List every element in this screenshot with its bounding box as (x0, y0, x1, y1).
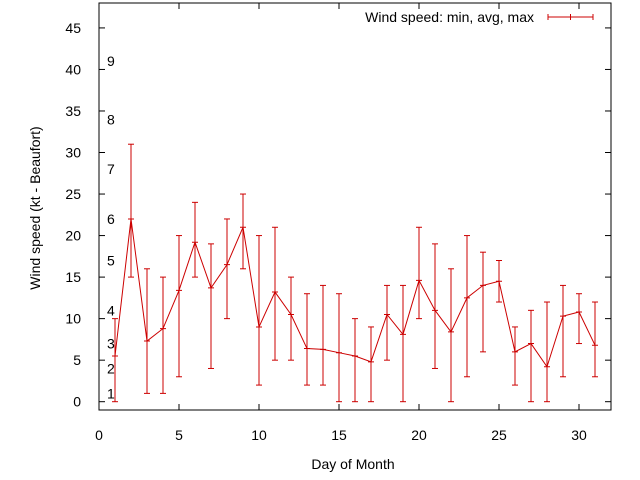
y-tick-label: 30 (65, 145, 81, 161)
beaufort-label: 3 (107, 336, 115, 352)
x-tick-label: 25 (491, 427, 507, 443)
beaufort-label: 2 (107, 360, 115, 376)
beaufort-label: 9 (107, 53, 115, 69)
plot-border (98, 2, 612, 411)
error-bar (544, 301, 550, 403)
error-bar (128, 143, 134, 278)
average-point (304, 345, 310, 352)
average-point (416, 277, 422, 284)
legend: Wind speed: min, avg, max (365, 9, 594, 25)
beaufort-scale-labels: 1 2 3 4 5 6 7 8 9 (107, 53, 115, 401)
average-point (368, 358, 374, 365)
legend-label: Wind speed: min, avg, max (365, 9, 534, 25)
average-point (576, 308, 582, 315)
average-point (432, 307, 438, 314)
error-bar (512, 326, 518, 386)
y-tick-label: 15 (65, 269, 81, 285)
beaufort-label: 8 (107, 111, 115, 127)
error-bar (288, 276, 294, 361)
average-point (192, 239, 198, 246)
average-point (240, 224, 246, 231)
beaufort-label: 6 (107, 211, 115, 227)
average-point (384, 311, 390, 318)
beaufort-label: 1 (107, 385, 115, 401)
average-point (464, 294, 470, 301)
error-bar (112, 318, 118, 403)
series-layer (112, 143, 598, 403)
average-point (480, 282, 486, 289)
error-bar (224, 218, 230, 320)
x-axis-label: Day of Month (311, 456, 394, 472)
average-point (560, 313, 566, 320)
y-tick-label: 35 (65, 103, 81, 119)
error-bar (160, 276, 166, 394)
average-point (288, 311, 294, 318)
average-point (528, 340, 534, 347)
plot-frame (98, 2, 612, 411)
average-point (592, 342, 598, 349)
x-tick-label: 30 (571, 427, 587, 443)
average-point (144, 338, 150, 345)
error-bar (352, 318, 358, 403)
y-tick-label: 25 (65, 186, 81, 202)
y-tick-label: 0 (73, 394, 81, 410)
average-point (112, 353, 118, 360)
average-point (160, 325, 166, 332)
average-point (272, 289, 278, 296)
error-bar (320, 284, 326, 386)
average-point (224, 261, 230, 268)
average-point (336, 349, 342, 356)
error-bar (336, 293, 342, 403)
error-bar (240, 193, 246, 270)
average-point (320, 346, 326, 353)
average-point (544, 363, 550, 370)
error-bar (576, 293, 582, 345)
y-tick-label: 45 (65, 20, 81, 36)
average-point (496, 278, 502, 285)
beaufort-label: 7 (107, 161, 115, 177)
error-bar (400, 284, 406, 403)
y-tick-label: 20 (65, 228, 81, 244)
error-bar (256, 235, 262, 386)
error-bar (528, 309, 534, 403)
x-tick-label: 5 (175, 427, 183, 443)
error-bar (384, 284, 390, 361)
beaufort-label: 4 (107, 302, 115, 318)
y-tick-label: 10 (65, 311, 81, 327)
error-bar (416, 226, 422, 320)
y-tick-label: 40 (65, 61, 81, 77)
error-bar (592, 301, 598, 378)
y-tick-label: 5 (73, 352, 81, 368)
average-point (512, 348, 518, 355)
average-point (352, 353, 358, 360)
average-point (208, 284, 214, 291)
average-point (256, 323, 262, 330)
average-point (176, 287, 182, 294)
error-bar (560, 284, 566, 378)
error-bar (432, 243, 438, 369)
error-bar (144, 268, 150, 394)
y-axis-label: Wind speed (kt - Beaufort) (27, 126, 43, 289)
x-axis-ticks: 0 5 10 15 20 25 30 (95, 3, 587, 443)
x-tick-label: 10 (251, 427, 267, 443)
x-tick-label: 15 (331, 427, 347, 443)
error-bar (176, 235, 182, 378)
error-bar (448, 268, 454, 403)
x-tick-label: 0 (95, 427, 103, 443)
error-bar (464, 235, 470, 378)
average-point (448, 328, 454, 335)
beaufort-label: 5 (107, 252, 115, 268)
average-point (400, 331, 406, 338)
error-bar (208, 243, 214, 369)
error-bar (480, 251, 486, 353)
x-tick-label: 20 (411, 427, 427, 443)
average-point (128, 215, 134, 222)
error-bar (304, 293, 310, 386)
